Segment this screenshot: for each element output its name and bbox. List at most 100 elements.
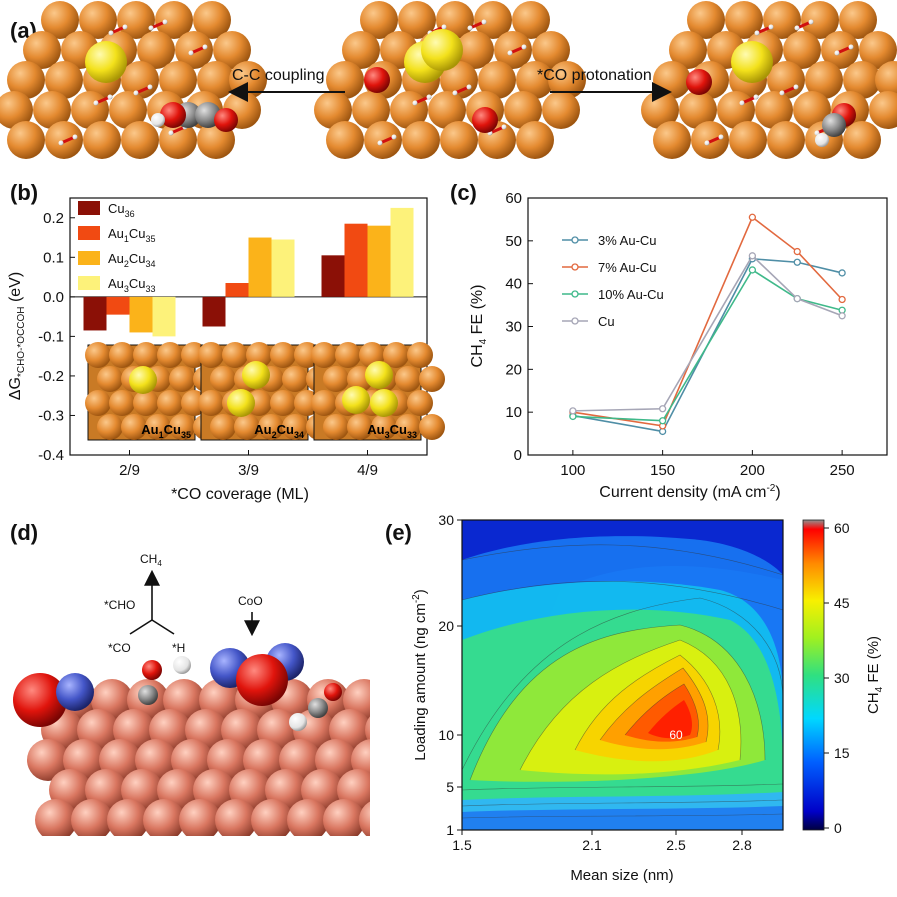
reaction-scheme bbox=[129, 569, 260, 637]
c-atom bbox=[138, 685, 158, 705]
h-atom bbox=[521, 44, 527, 50]
o-atom bbox=[686, 69, 712, 95]
inset-cu-atom bbox=[323, 366, 349, 392]
bar-2-2 bbox=[367, 225, 391, 297]
legend-swatch bbox=[78, 251, 100, 265]
o-atom bbox=[13, 673, 67, 727]
inset-cu-atom bbox=[282, 414, 308, 440]
colorbar-tick-label: 0 bbox=[834, 820, 842, 836]
series-point bbox=[569, 407, 577, 415]
slab-d bbox=[13, 643, 370, 836]
au-atom bbox=[85, 41, 127, 83]
inset-cu-atom bbox=[210, 366, 236, 392]
water-bond bbox=[379, 135, 395, 145]
cu-atom bbox=[729, 121, 767, 159]
label-h: *H bbox=[172, 641, 185, 655]
inset-au-atom bbox=[129, 366, 157, 394]
cu-atom bbox=[801, 1, 839, 39]
cu-atom bbox=[821, 31, 859, 69]
chart-c-legend: 3% Au-Cu 7% Au-Cu 10% Au-Cu Cu bbox=[562, 233, 664, 329]
chart-c-ytick-label: 40 bbox=[505, 276, 522, 293]
legend-label: Au2Cu34 bbox=[108, 251, 156, 269]
inset-cu-atom bbox=[347, 414, 373, 440]
chart-e-ytick-label: 10 bbox=[438, 727, 454, 743]
cu-atom bbox=[869, 91, 897, 129]
inset-au-atom bbox=[227, 389, 255, 417]
legend-marker bbox=[571, 263, 579, 271]
chart-b-xtick-label: 4/9 bbox=[357, 462, 378, 479]
cu-atom bbox=[326, 61, 364, 99]
water-bond bbox=[489, 125, 505, 135]
cu-atom bbox=[45, 121, 83, 159]
legend-swatch bbox=[78, 276, 100, 290]
legend-marker bbox=[571, 317, 579, 325]
cu-atom bbox=[71, 799, 113, 836]
chart-b-ytick-label: -0.4 bbox=[38, 447, 64, 464]
cu-atom bbox=[679, 91, 717, 129]
h-atom bbox=[412, 100, 418, 106]
h-atom bbox=[133, 90, 139, 96]
cu-atom bbox=[287, 799, 329, 836]
cu-atom bbox=[213, 31, 251, 69]
cu-atom bbox=[326, 121, 364, 159]
inset-cu-atom bbox=[383, 342, 409, 368]
chart-b-xlabel: *CO coverage (ML) bbox=[171, 486, 309, 503]
au-atom bbox=[731, 41, 773, 83]
inset-cu-atom bbox=[97, 366, 123, 392]
cu-atom bbox=[512, 1, 550, 39]
series-point bbox=[748, 252, 757, 260]
h-atom bbox=[704, 140, 710, 146]
chart-b-ytick-label: 0.1 bbox=[43, 249, 64, 266]
chart-c-xtick-label: 150 bbox=[650, 462, 675, 479]
h-atom bbox=[188, 50, 194, 56]
h-atom bbox=[289, 713, 307, 731]
inset-cu-atom bbox=[145, 414, 171, 440]
series-line-3 bbox=[572, 254, 843, 412]
c-atom bbox=[308, 698, 328, 718]
cu-atom bbox=[402, 121, 440, 159]
cu-atom bbox=[398, 1, 436, 39]
cu-atom bbox=[843, 121, 881, 159]
o-atom bbox=[142, 660, 162, 680]
h-atom bbox=[377, 140, 383, 146]
water-bond bbox=[836, 45, 852, 55]
inset-au-atom bbox=[365, 361, 393, 389]
cu-atom bbox=[805, 61, 843, 99]
inset-cu-atom bbox=[121, 414, 147, 440]
series-point bbox=[838, 269, 846, 277]
bar-3-2 bbox=[390, 207, 414, 297]
panel-e-label: (e) bbox=[385, 520, 412, 545]
water-bond bbox=[706, 135, 722, 145]
o-atom bbox=[364, 67, 390, 93]
cu-atom bbox=[653, 121, 691, 159]
inset-cu-atom bbox=[323, 414, 349, 440]
water-bond bbox=[414, 95, 430, 105]
cu-atom bbox=[669, 31, 707, 69]
inset-cu-atom bbox=[371, 414, 397, 440]
series-point bbox=[793, 295, 801, 303]
cu-atom bbox=[767, 61, 805, 99]
cu-atom bbox=[121, 121, 159, 159]
legend-swatch bbox=[78, 201, 100, 215]
chart-b-ytick-label: 0.0 bbox=[43, 289, 64, 306]
series-point bbox=[838, 312, 846, 320]
inset-cu-atom bbox=[270, 390, 296, 416]
panel-a: (a) C-C coupling *CO protonation bbox=[0, 1, 897, 159]
cu-atom bbox=[691, 121, 729, 159]
chart-e-xtick-label: 2.8 bbox=[732, 837, 752, 853]
legend-label: 7% Au-Cu bbox=[598, 260, 657, 275]
legend-label: Au3Cu33 bbox=[108, 276, 156, 294]
water-bond bbox=[170, 125, 186, 135]
chart-e-ytick-label: 20 bbox=[438, 618, 454, 634]
h-atom bbox=[848, 44, 854, 50]
chart-e-ytick-label: 1 bbox=[446, 822, 454, 838]
chart-b-legend: Cu36 Au1Cu35 Au2Cu34 Au3Cu33 bbox=[78, 201, 156, 294]
o-atom bbox=[214, 108, 238, 132]
chart-c-ylabel: CH4 FE (%) bbox=[469, 285, 489, 368]
chart-c-ytick-label: 0 bbox=[514, 447, 522, 464]
cu-atom bbox=[107, 799, 149, 836]
chart-b-xtick-label: 3/9 bbox=[238, 462, 259, 479]
label-ch4: CH4 bbox=[140, 552, 162, 568]
bar-2-0 bbox=[129, 296, 153, 333]
